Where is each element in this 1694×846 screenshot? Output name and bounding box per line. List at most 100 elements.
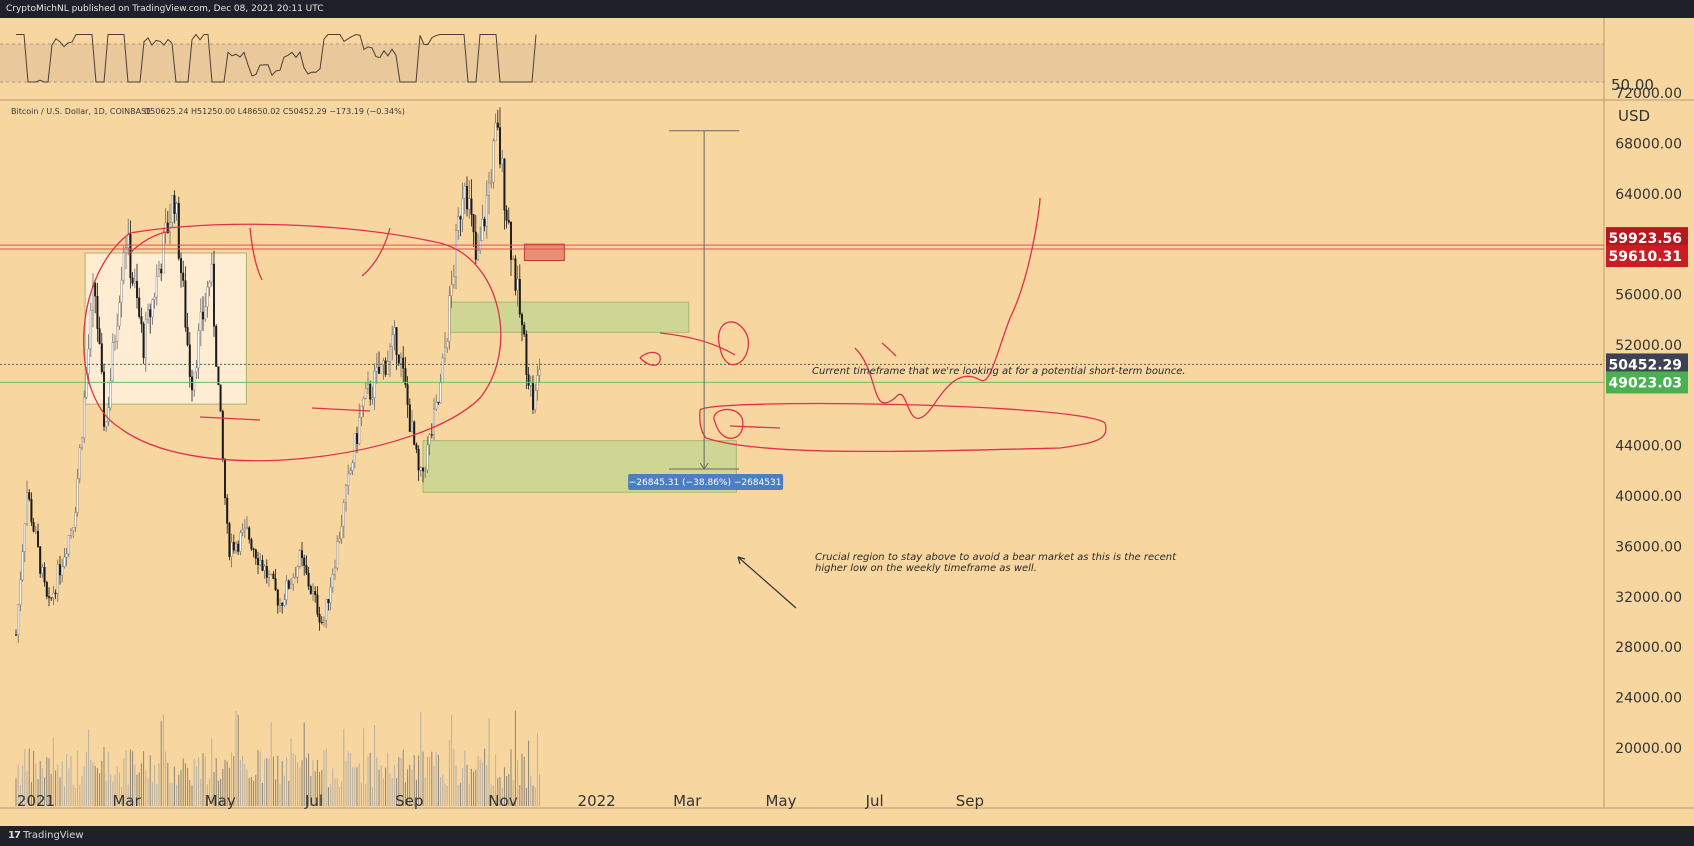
chart-canvas[interactable]: −26845.31 (−38.86%) −2684531 20000.00 240… [0, 18, 1694, 826]
candle-body [294, 576, 297, 579]
price-badge [1606, 227, 1688, 250]
candle-body [413, 421, 416, 445]
candle-body [459, 216, 462, 220]
measure-tool[interactable]: −26845.31 (−38.86%) −2684531 [628, 130, 784, 490]
annotation-crucial-1: Crucial region to stay above to avoid a … [815, 552, 1177, 563]
candle-body [367, 383, 370, 389]
hand-drawn-stroke [249, 227, 263, 281]
candle-body [386, 361, 389, 375]
candle-body [327, 598, 330, 604]
candle-body [496, 122, 499, 128]
candle-body [230, 542, 233, 557]
candle-body [342, 502, 345, 527]
rsi-midline-label: 50.00 [1611, 76, 1654, 94]
candle-body [67, 535, 70, 555]
candle-body [466, 185, 469, 210]
candle-body [457, 216, 460, 231]
candle-body [514, 258, 517, 291]
x-tick-label: May [765, 792, 796, 810]
candle-body [481, 218, 484, 241]
price-badge [1606, 245, 1688, 268]
candle-body [63, 556, 66, 567]
candle-body [505, 209, 508, 221]
candle-body [105, 421, 108, 427]
candle-body [455, 230, 458, 277]
hand-drawn-stroke [639, 351, 661, 366]
candle-body [118, 302, 121, 327]
candle-body [516, 278, 519, 291]
hand-drawn-stroke [699, 402, 1107, 453]
candle-body [182, 272, 185, 281]
candle-body [461, 198, 464, 220]
candle-body [316, 594, 319, 615]
candle-body [488, 182, 491, 196]
candle-body [239, 532, 242, 552]
brand-name: TradingView [23, 830, 84, 841]
candle-body [356, 433, 359, 444]
candle-body [406, 384, 409, 405]
candle-body [43, 567, 46, 583]
y-tick-label: 52000.00 [1615, 338, 1682, 354]
candle-body [94, 282, 97, 297]
candle-body [468, 198, 471, 210]
candle-body [232, 542, 235, 551]
x-tick-label: Mar [112, 792, 141, 810]
candle-body [142, 323, 145, 359]
candle-body [512, 258, 515, 260]
rsi-line [16, 33, 537, 83]
candle-body [362, 398, 365, 407]
candle-body [318, 614, 321, 623]
candle-body [65, 553, 68, 558]
candle-body [265, 566, 268, 578]
candle-body [155, 276, 158, 298]
candle-body [345, 485, 348, 503]
candle-body [472, 214, 475, 233]
candle-body [331, 574, 334, 588]
candle-body [248, 527, 251, 540]
candle-body [510, 222, 513, 260]
brand-bar: 17 TradingView [0, 826, 1694, 846]
candle-body [151, 299, 154, 318]
candle-body [474, 231, 477, 260]
hand-drawn-stroke [199, 416, 261, 421]
candle-body [444, 347, 447, 359]
candle-body [320, 621, 323, 624]
candle-body [285, 580, 288, 601]
candle-body [171, 195, 174, 223]
x-tick-label: Jul [304, 792, 323, 810]
candle-body [190, 376, 193, 391]
candle-body [228, 523, 231, 557]
candle-body [135, 281, 138, 298]
candle-body [433, 408, 436, 435]
candle-body [349, 470, 352, 474]
candle-body [538, 369, 541, 376]
hand-drawn-stroke [729, 425, 781, 429]
candle-body [109, 380, 112, 408]
candle-body [404, 368, 407, 385]
x-tick-label: 2021 [17, 792, 55, 810]
candle-body [276, 589, 279, 606]
y-tick-label: 28000.00 [1615, 640, 1682, 656]
candle-body [360, 405, 363, 418]
candle-body [206, 286, 209, 307]
candle-body [226, 497, 229, 524]
hand-drawn-stroke [854, 197, 1041, 419]
candle-body [340, 526, 343, 540]
candle-body [215, 326, 218, 367]
candle-body [279, 603, 282, 606]
candle-body [336, 541, 339, 569]
candle-body [21, 551, 24, 581]
price-badge-label: 49023.03 [1608, 375, 1682, 391]
publisher-bar: CryptoMichNL published on TradingView.co… [0, 0, 1694, 18]
candle-body [378, 367, 381, 374]
price-axis: 20000.00 24000.00 28000.00 32000.00 36000.00… [1615, 86, 1682, 757]
candle-body [485, 195, 488, 227]
candle-body [441, 357, 444, 384]
candle-body [188, 344, 191, 378]
candle-body [287, 580, 290, 589]
candle-body [446, 340, 449, 349]
candle-body [26, 492, 29, 525]
candle-body [34, 531, 37, 533]
hand-drawn-stroke [659, 332, 736, 356]
time-axis: 2021 Mar May Jul Sep Nov 2022 Mar May Jul Sep [17, 792, 984, 810]
